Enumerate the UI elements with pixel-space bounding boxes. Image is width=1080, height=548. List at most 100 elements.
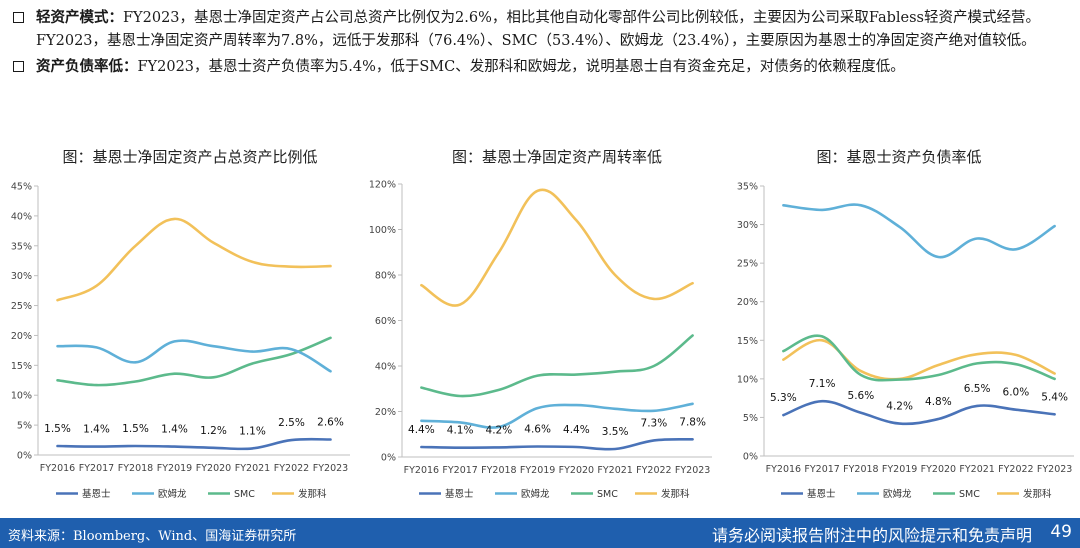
checkbox-square-icon	[13, 61, 24, 72]
data-label: 4.4%	[408, 424, 435, 436]
y-tick-label: 25%	[737, 259, 758, 270]
legend-label: 欧姆龙	[521, 488, 550, 500]
chart-svg: 图：基恩士净固定资产周转率低 0% 20% 40% 60% 80% 100% 120% FY20…	[369, 148, 712, 500]
data-label: 2.5%	[278, 417, 305, 429]
series-line-欧姆龙	[420, 402, 694, 429]
data-label: 7.3%	[641, 417, 668, 429]
x-tick-label: FY2020	[196, 463, 231, 474]
chart-svg: 图：基恩士净固定资产占总资产比例低 0% 5% 10% 15% 20% 25% 30% 35% 4…	[11, 148, 350, 500]
x-tick-label: FY2022	[636, 465, 671, 476]
bullet-lead: 资产负债率低：	[36, 58, 138, 75]
series-line-基恩士	[420, 437, 694, 451]
data-label: 4.6%	[524, 424, 551, 436]
page-number: 49	[1050, 522, 1072, 542]
x-tick-label: FY2018	[843, 464, 878, 475]
data-label: 3.5%	[602, 426, 629, 438]
data-label: 4.2%	[886, 401, 913, 413]
x-tick-label: FY2021	[959, 464, 994, 475]
legend-label: SMC	[234, 489, 255, 500]
x-tick-label: FY2017	[442, 465, 477, 476]
x-tick-label: FY2021	[235, 463, 270, 474]
bullet-low-debt: 资产负债率低：FY2023，基恩士资产负债率为5.4%，低于SMC、发那科和欧姆…	[12, 55, 1072, 79]
footer-disclaimer: 请务必阅读报告附注中的风险提示和免责声明	[711, 526, 1032, 545]
y-tick-label: 0%	[17, 451, 32, 462]
legend-label: 发那科	[661, 488, 690, 500]
x-tick-label: FY2016	[40, 463, 75, 474]
data-label: 4.4%	[563, 424, 590, 436]
x-tick-label: FY2017	[79, 463, 114, 474]
legend-label: 基恩士	[807, 488, 836, 500]
y-tick-label: 20%	[375, 407, 396, 418]
x-tick-label: FY2019	[882, 464, 917, 475]
data-label: 4.1%	[447, 425, 474, 437]
series-line-发那科	[56, 217, 332, 302]
data-label: 6.0%	[1003, 387, 1030, 399]
x-tick-label: FY2023	[313, 463, 348, 474]
chart-title: 图：基恩士资产负债率低	[816, 148, 981, 166]
x-tick-label: FY2017	[804, 464, 839, 475]
y-tick-label: 40%	[375, 362, 396, 373]
y-tick-label: 15%	[737, 336, 758, 347]
legend-label: 基恩士	[82, 488, 111, 500]
data-label: 5.6%	[848, 390, 875, 402]
series-line-基恩士	[56, 437, 332, 451]
series-line-SMC	[56, 336, 332, 387]
series-line-发那科	[420, 188, 694, 307]
bullet-text: FY2023，基恩士资产负债率为5.4%，低于SMC、发那科和欧姆龙，说明基恩士…	[137, 59, 905, 75]
legend-label: 欧姆龙	[158, 488, 187, 500]
x-tick-label: FY2016	[766, 464, 801, 475]
legend-label: 发那科	[298, 488, 327, 500]
y-tick-label: 10%	[737, 374, 758, 385]
bullet-text: FY2023，基恩士净固定资产占公司总资产比例仅为2.6%，相比其他自动化零部件…	[36, 10, 1040, 49]
x-tick-label: FY2020	[559, 465, 594, 476]
footer-source: 资料来源：Bloomberg、Wind、国海证券研究所	[8, 529, 297, 544]
y-tick-label: 35%	[11, 241, 32, 252]
data-label: 1.5%	[122, 423, 149, 435]
x-tick-label: FY2020	[921, 464, 956, 475]
data-label: 1.4%	[83, 424, 110, 436]
legend-label: SMC	[597, 489, 618, 500]
data-label: 4.8%	[925, 396, 952, 408]
y-tick-label: 25%	[11, 301, 32, 312]
data-label: 1.2%	[200, 425, 227, 437]
legend-label: SMC	[959, 489, 980, 500]
x-tick-label: FY2023	[675, 465, 710, 476]
y-tick-label: 30%	[11, 271, 32, 282]
bullet-light-asset: 轻资产模式：FY2023，基恩士净固定资产占公司总资产比例仅为2.6%，相比其他…	[12, 6, 1072, 53]
y-tick-label: 30%	[737, 220, 758, 231]
y-tick-label: 15%	[11, 361, 32, 372]
y-tick-label: 0%	[743, 452, 758, 463]
data-label: 1.1%	[239, 425, 266, 437]
x-tick-label: FY2023	[1037, 464, 1072, 475]
series-line-欧姆龙	[56, 339, 332, 373]
data-label: 6.5%	[964, 383, 991, 395]
series-line-基恩士	[782, 399, 1056, 426]
x-tick-label: FY2019	[520, 465, 555, 476]
x-tick-label: FY2022	[274, 463, 309, 474]
x-tick-label: FY2018	[481, 465, 516, 476]
data-label: 7.1%	[809, 378, 836, 390]
x-tick-label: FY2019	[157, 463, 192, 474]
y-tick-label: 20%	[11, 331, 32, 342]
y-tick-label: 45%	[11, 182, 32, 193]
chart-title: 图：基恩士净固定资产占总资产比例低	[62, 148, 317, 166]
series-line-SMC	[782, 334, 1056, 382]
series-line-SMC	[420, 334, 694, 398]
data-label: 2.6%	[317, 416, 344, 428]
y-tick-label: 5%	[17, 421, 32, 432]
chart-title: 图：基恩士净固定资产周转率低	[452, 148, 662, 166]
legend-label: 欧姆龙	[883, 488, 912, 500]
data-label: 4.2%	[486, 424, 513, 436]
bullet-list: 轻资产模式：FY2023，基恩士净固定资产占公司总资产比例仅为2.6%，相比其他…	[12, 6, 1072, 81]
y-tick-label: 0%	[381, 453, 396, 464]
y-tick-label: 40%	[11, 211, 32, 222]
legend-label: 基恩士	[445, 488, 474, 500]
chart-fixed-asset-turnover: 图：基恩士净固定资产周转率低 0% 20% 40% 60% 80% 100% 120% FY20…	[362, 140, 722, 514]
x-tick-label: FY2022	[998, 464, 1033, 475]
y-tick-label: 60%	[375, 316, 396, 327]
series-line-欧姆龙	[782, 203, 1056, 259]
legend-label: 发那科	[1023, 488, 1052, 500]
data-label: 5.3%	[770, 392, 797, 404]
y-tick-label: 100%	[369, 225, 396, 236]
